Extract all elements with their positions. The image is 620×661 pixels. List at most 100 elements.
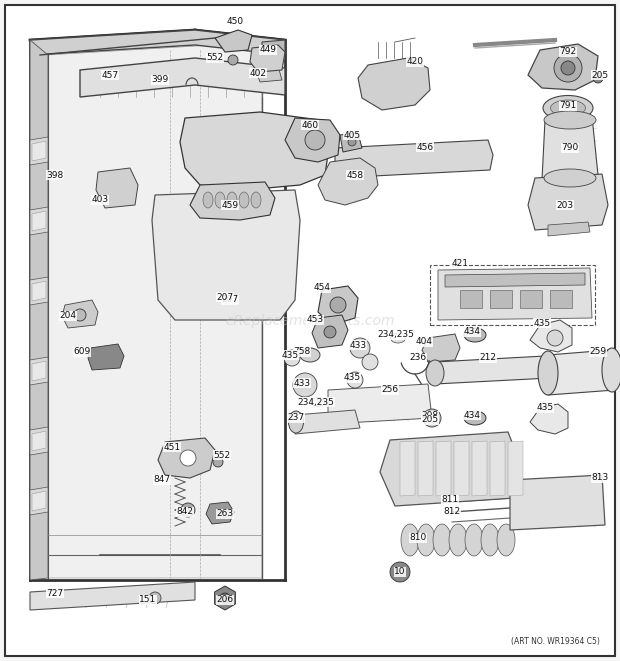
Text: 457: 457 [102, 71, 118, 79]
Ellipse shape [391, 333, 405, 343]
Ellipse shape [417, 524, 435, 556]
Ellipse shape [203, 192, 213, 208]
Polygon shape [435, 356, 550, 384]
Polygon shape [528, 174, 608, 230]
Text: 791: 791 [559, 102, 577, 110]
Polygon shape [190, 182, 275, 220]
Text: 434: 434 [464, 327, 480, 336]
Text: 205: 205 [422, 416, 438, 424]
Text: 458: 458 [347, 171, 363, 180]
Polygon shape [30, 40, 48, 580]
Text: 842: 842 [177, 508, 193, 516]
Ellipse shape [464, 328, 486, 342]
Text: 453: 453 [306, 315, 324, 325]
Circle shape [305, 130, 325, 150]
Polygon shape [250, 45, 285, 72]
Polygon shape [30, 487, 48, 515]
Polygon shape [88, 344, 124, 370]
Polygon shape [80, 58, 285, 97]
Text: 421: 421 [451, 260, 469, 268]
Polygon shape [32, 491, 46, 511]
Polygon shape [358, 58, 430, 110]
Circle shape [74, 309, 86, 321]
Ellipse shape [449, 524, 467, 556]
Text: 207: 207 [221, 295, 239, 305]
Polygon shape [30, 30, 285, 55]
Text: 435: 435 [536, 403, 554, 412]
Text: 459: 459 [221, 200, 239, 210]
Ellipse shape [464, 411, 486, 425]
Text: (ART NO. WR19364 C5): (ART NO. WR19364 C5) [511, 637, 600, 646]
Text: 237: 237 [288, 414, 304, 422]
Text: 10: 10 [394, 568, 405, 576]
Polygon shape [530, 320, 572, 352]
Polygon shape [542, 116, 598, 180]
Polygon shape [32, 431, 46, 451]
Polygon shape [318, 286, 358, 325]
Polygon shape [335, 140, 493, 178]
Circle shape [350, 338, 370, 358]
Text: 758: 758 [293, 348, 311, 356]
Circle shape [324, 326, 336, 338]
Text: 552: 552 [206, 54, 224, 63]
Ellipse shape [239, 192, 249, 208]
Ellipse shape [288, 411, 304, 433]
Text: 399: 399 [151, 75, 169, 85]
Polygon shape [380, 432, 522, 506]
Ellipse shape [551, 100, 585, 116]
Polygon shape [180, 112, 330, 190]
Polygon shape [32, 211, 46, 231]
Polygon shape [328, 384, 432, 424]
Ellipse shape [251, 192, 261, 208]
Ellipse shape [602, 348, 620, 392]
Ellipse shape [497, 524, 515, 556]
Text: 450: 450 [226, 17, 244, 26]
Polygon shape [30, 207, 48, 235]
Circle shape [180, 450, 196, 466]
Polygon shape [30, 137, 48, 165]
Bar [490, 290, 512, 308]
Circle shape [362, 354, 378, 370]
Text: 810: 810 [409, 533, 427, 543]
Circle shape [293, 373, 317, 397]
Polygon shape [508, 441, 523, 496]
Text: 212: 212 [479, 354, 497, 362]
Text: 434: 434 [464, 410, 480, 420]
Polygon shape [215, 586, 236, 610]
Polygon shape [438, 268, 592, 320]
Text: 404: 404 [415, 338, 433, 346]
Polygon shape [152, 190, 300, 320]
Circle shape [220, 593, 230, 603]
Circle shape [149, 592, 161, 604]
Text: 403: 403 [91, 196, 108, 204]
Circle shape [547, 330, 563, 346]
Polygon shape [510, 475, 605, 530]
Text: 435: 435 [281, 350, 299, 360]
Text: 812: 812 [443, 508, 461, 516]
Ellipse shape [311, 397, 325, 407]
Circle shape [284, 350, 300, 366]
Text: 454: 454 [314, 284, 330, 293]
Polygon shape [530, 404, 568, 434]
Circle shape [347, 372, 363, 388]
Ellipse shape [538, 351, 558, 395]
Polygon shape [445, 273, 585, 287]
Text: 456: 456 [417, 143, 433, 151]
Circle shape [181, 503, 195, 517]
Polygon shape [295, 410, 360, 434]
Text: 460: 460 [301, 120, 319, 130]
Bar [520, 290, 542, 308]
Polygon shape [32, 141, 46, 161]
Polygon shape [32, 281, 46, 301]
Polygon shape [30, 277, 48, 305]
Text: 398: 398 [46, 171, 64, 180]
Ellipse shape [544, 111, 596, 129]
Polygon shape [490, 441, 505, 496]
Text: 259: 259 [590, 348, 606, 356]
Polygon shape [422, 334, 460, 362]
Polygon shape [400, 441, 415, 496]
Polygon shape [454, 441, 469, 496]
Text: 433: 433 [350, 340, 366, 350]
Polygon shape [528, 44, 598, 90]
Text: 552: 552 [213, 451, 231, 459]
